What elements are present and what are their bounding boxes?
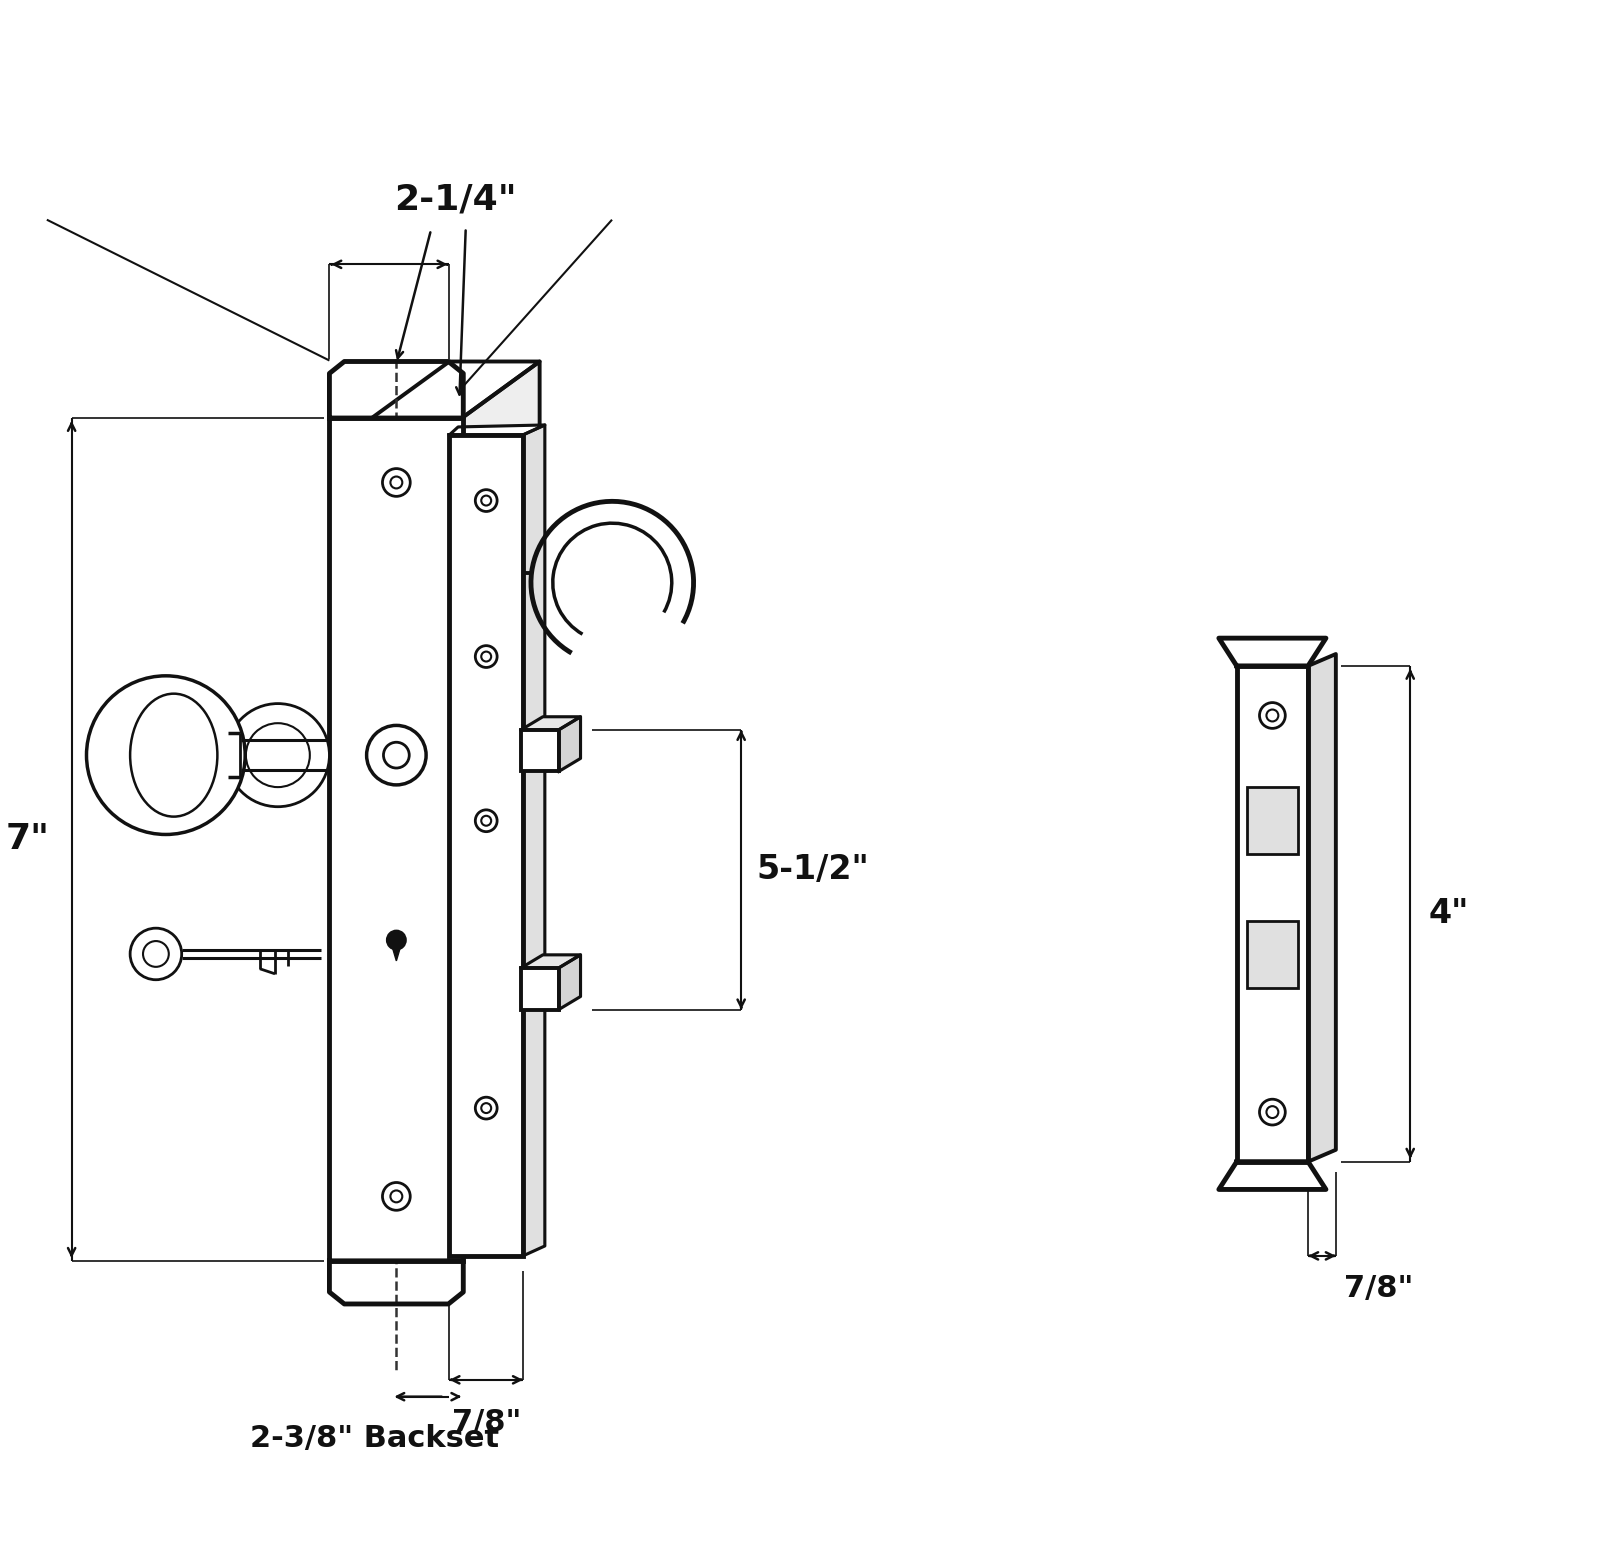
Circle shape (130, 929, 182, 980)
Text: 7/8": 7/8" (1344, 1273, 1413, 1302)
Bar (522, 729, 558, 771)
Bar (330, 419, 464, 1261)
Polygon shape (1309, 654, 1336, 1162)
Text: 2-3/8" Backset: 2-3/8" Backset (250, 1424, 499, 1454)
Circle shape (1267, 709, 1278, 722)
Polygon shape (1219, 1162, 1326, 1190)
Bar (450, 434, 523, 1256)
Polygon shape (352, 362, 450, 1245)
Polygon shape (442, 362, 539, 1245)
Circle shape (1259, 1098, 1285, 1125)
Circle shape (482, 1103, 491, 1112)
Text: 7": 7" (6, 822, 50, 856)
Circle shape (226, 703, 330, 806)
Text: 7/8": 7/8" (451, 1407, 522, 1437)
Circle shape (246, 723, 310, 786)
Bar (352, 433, 442, 1245)
Polygon shape (330, 1261, 464, 1304)
Circle shape (86, 675, 245, 834)
Bar (1237, 666, 1309, 1162)
Bar (522, 967, 558, 1009)
Circle shape (387, 930, 406, 950)
Polygon shape (522, 955, 581, 967)
Circle shape (475, 1097, 498, 1119)
Polygon shape (522, 717, 581, 729)
Circle shape (482, 652, 491, 661)
Circle shape (366, 726, 426, 785)
Polygon shape (390, 939, 403, 961)
Circle shape (390, 476, 402, 488)
Circle shape (382, 468, 410, 496)
Polygon shape (352, 1174, 539, 1245)
Polygon shape (330, 362, 464, 419)
Polygon shape (558, 955, 581, 1009)
Circle shape (482, 816, 491, 825)
Circle shape (142, 941, 168, 967)
Circle shape (1259, 703, 1285, 728)
Polygon shape (1219, 638, 1326, 666)
Polygon shape (450, 425, 546, 434)
Circle shape (482, 496, 491, 505)
Bar (1246, 921, 1298, 989)
Circle shape (390, 1191, 402, 1202)
Text: 4": 4" (1429, 898, 1469, 930)
Circle shape (475, 810, 498, 831)
Circle shape (384, 742, 410, 768)
Circle shape (382, 1182, 410, 1210)
Circle shape (475, 490, 498, 511)
Text: 5-1/2": 5-1/2" (757, 853, 869, 887)
Circle shape (475, 646, 498, 667)
Polygon shape (352, 362, 539, 433)
Bar (1246, 786, 1298, 854)
Polygon shape (523, 425, 546, 1256)
Polygon shape (558, 717, 581, 771)
Text: 2-1/4": 2-1/4" (395, 182, 517, 216)
Circle shape (1267, 1106, 1278, 1119)
